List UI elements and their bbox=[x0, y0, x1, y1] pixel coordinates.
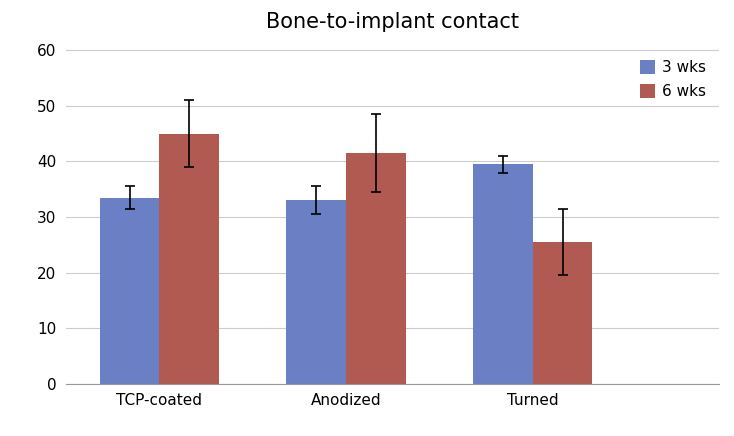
Bar bbox=[100, 198, 159, 384]
Bar bbox=[159, 134, 219, 384]
Bar bbox=[473, 164, 533, 384]
Bar bbox=[286, 201, 346, 384]
Bar bbox=[533, 242, 592, 384]
Bar bbox=[346, 153, 406, 384]
Legend: 3 wks, 6 wks: 3 wks, 6 wks bbox=[634, 54, 712, 106]
Title: Bone-to-implant contact: Bone-to-implant contact bbox=[266, 12, 519, 32]
